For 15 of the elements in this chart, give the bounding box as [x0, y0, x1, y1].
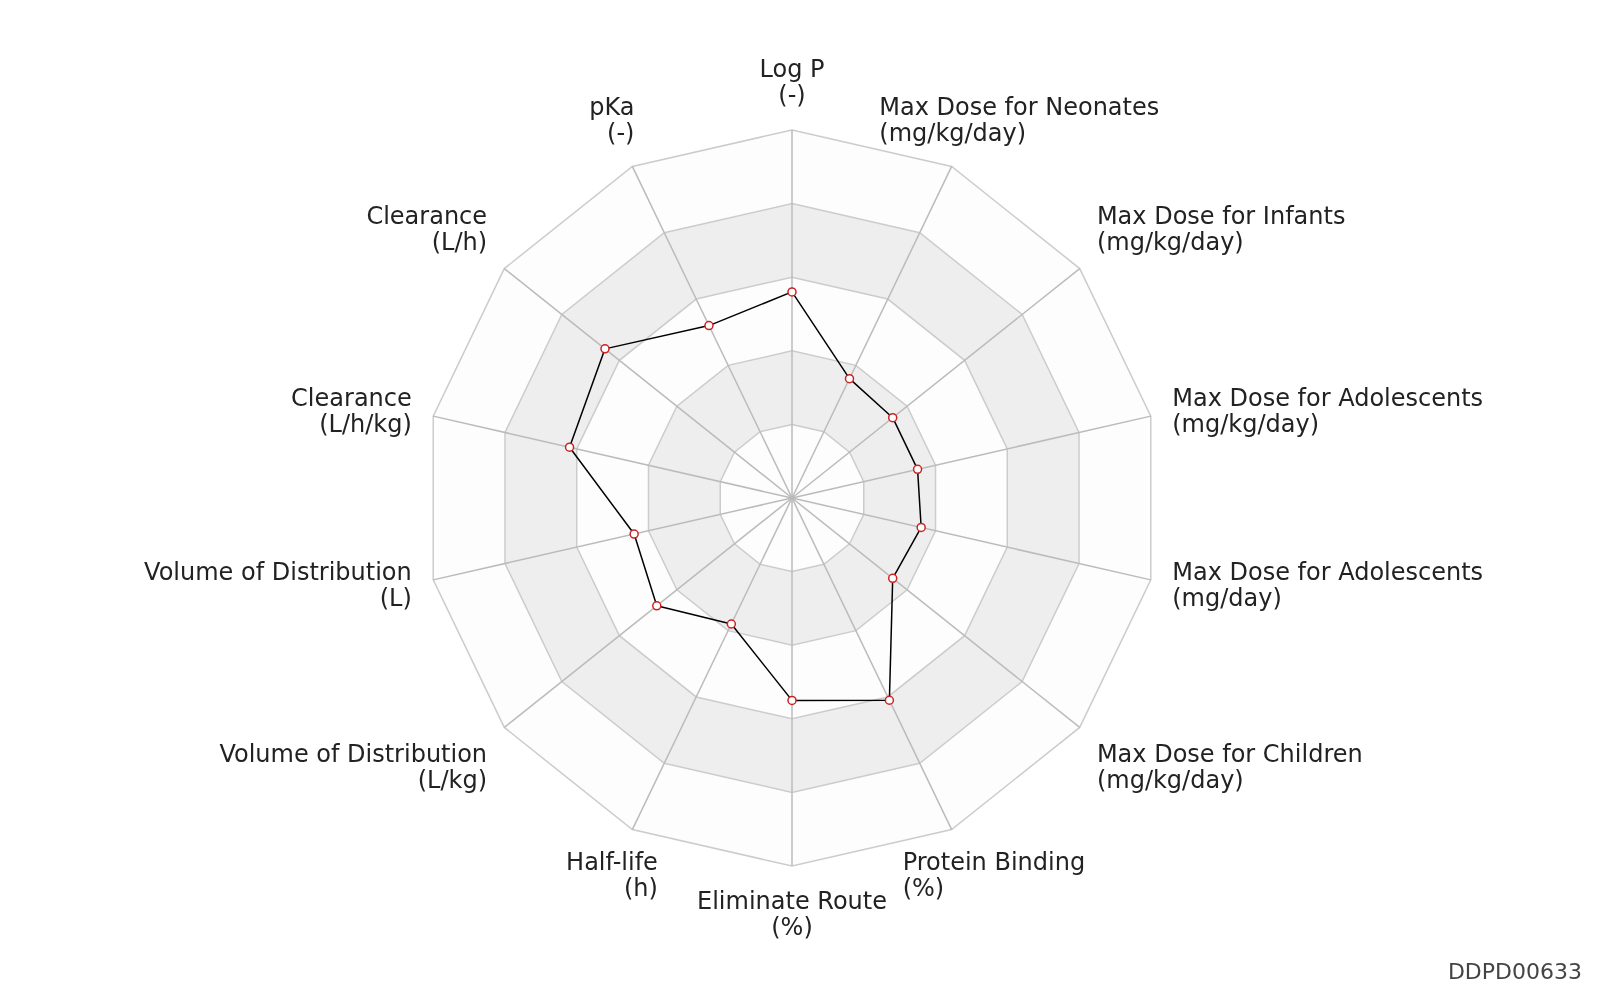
spoke-label: Clearance (L/h): [366, 201, 488, 256]
spoke-label: Eliminate Route (%): [697, 886, 887, 941]
spoke-label: pKa (-): [589, 93, 635, 148]
spoke-label: Protein Binding (%): [902, 848, 1086, 903]
spoke-label: Volume of Distribution (L/kg): [219, 739, 488, 794]
spoke-label: Max Dose for Adolescents (mg/day): [1172, 557, 1484, 612]
spoke-label: Max Dose for Children (mg/kg/day): [1096, 739, 1363, 794]
spoke-label: Max Dose for Neonates (mg/kg/day): [879, 93, 1160, 148]
spoke-label: Volume of Distribution (L): [144, 557, 412, 612]
text: DDPD00633: [1447, 959, 1582, 984]
spoke-label: Max Dose for Infants (mg/kg/day): [1096, 201, 1346, 256]
spoke-label: Log P (-): [759, 54, 825, 109]
spoke-label: Half-life (h): [566, 848, 658, 903]
spoke-label: Clearance (L/h/kg): [291, 384, 412, 439]
spoke-label: Max Dose for Adolescents (mg/kg/day): [1172, 384, 1484, 439]
